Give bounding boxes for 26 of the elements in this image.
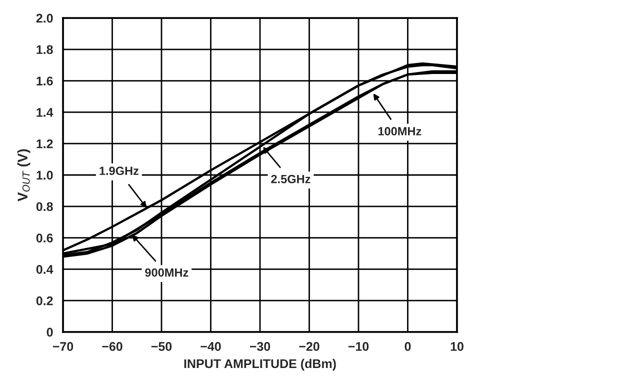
- y-tick-label: 0.2: [36, 296, 53, 306]
- y-tick-label: 1.0: [36, 170, 53, 180]
- x-tick-label: −50: [151, 342, 172, 351]
- x-tick-label: −20: [299, 342, 320, 351]
- annotation: 900MHz: [145, 268, 188, 277]
- annotation: 100MHz: [378, 127, 422, 136]
- y-axis-title: V$_{OUT}$ (V): [17, 149, 30, 202]
- y-tick-label: 1.2: [36, 139, 53, 148]
- x-tick-label: −40: [200, 342, 221, 351]
- y-tick-label: 1.6: [36, 76, 53, 86]
- y-tick-label: 0.6: [36, 234, 53, 242]
- x-tick-label: −10: [348, 342, 369, 351]
- y-tick-label: 0.4: [36, 265, 54, 274]
- y-tick-label: 0: [46, 328, 53, 337]
- x-tick-label: 0: [404, 342, 411, 351]
- y-tick-label: 2.0: [36, 14, 53, 23]
- x-tick-label: −60: [102, 342, 122, 351]
- x-tick-label: −70: [52, 342, 74, 351]
- y-tick-label: 0.8: [36, 202, 53, 212]
- x-tick-label: −30: [250, 342, 270, 351]
- y-tick-label: 1.8: [36, 45, 53, 54]
- x-axis-title: INPUT AMPLITUDE (dBm): [184, 358, 336, 371]
- annotation: 1.9GHz: [100, 166, 139, 176]
- y-tick-label: 1.4: [36, 108, 54, 117]
- annotation: 2.5GHz: [271, 174, 310, 184]
- x-tick-label: 10: [450, 342, 464, 351]
